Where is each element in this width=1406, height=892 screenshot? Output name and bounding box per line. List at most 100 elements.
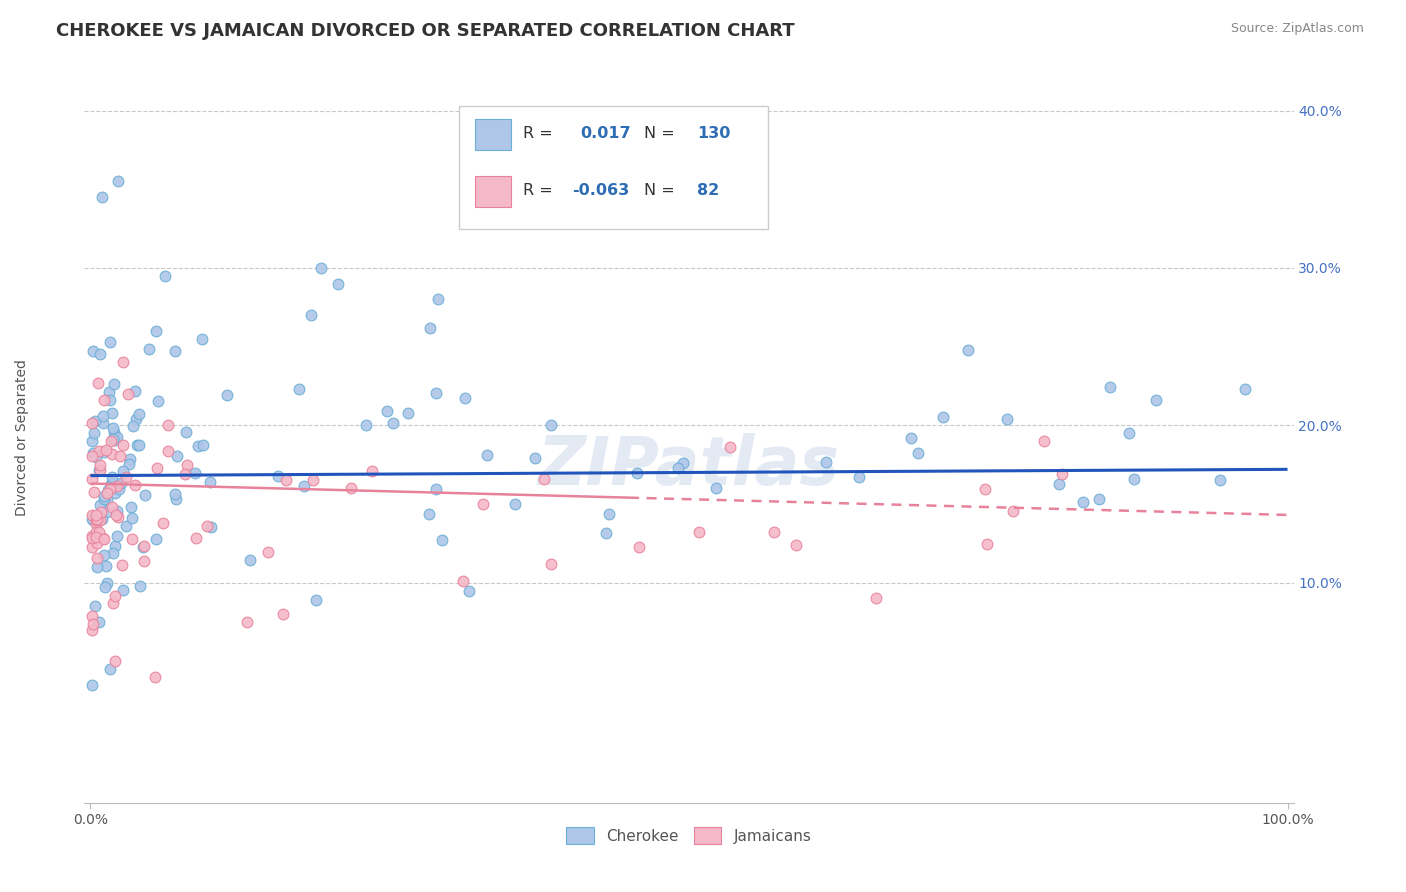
Point — [340, 481, 363, 495]
Point — [87, 444, 110, 458]
Point — [785, 538, 807, 552]
Point — [89, 347, 111, 361]
Point — [82, 514, 104, 528]
Point — [598, 507, 620, 521]
Point — [93, 392, 115, 407]
Point — [96, 492, 118, 507]
Point — [129, 579, 152, 593]
Point — [108, 450, 131, 464]
Point — [503, 497, 526, 511]
Point — [128, 408, 150, 422]
Point — [98, 392, 121, 407]
Point — [91, 416, 114, 430]
Point — [191, 332, 214, 346]
Point — [93, 445, 115, 459]
Legend: Cherokee, Jamaicans: Cherokee, Jamaicans — [560, 822, 818, 850]
Point — [101, 476, 124, 491]
Point — [93, 489, 115, 503]
Point — [477, 448, 499, 462]
Text: N =: N = — [644, 183, 675, 198]
Point — [86, 536, 108, 550]
Point — [152, 516, 174, 530]
Point — [134, 539, 156, 553]
Point — [107, 174, 129, 188]
Point — [627, 541, 650, 555]
Point — [94, 559, 117, 574]
Point — [80, 532, 103, 546]
Point — [533, 472, 555, 486]
Point — [718, 440, 741, 454]
Point — [1033, 434, 1056, 449]
Point — [86, 560, 108, 574]
Point — [83, 426, 105, 441]
Point — [132, 540, 155, 554]
Point — [120, 451, 142, 466]
Point — [84, 513, 107, 527]
Point — [267, 469, 290, 483]
Point — [145, 532, 167, 546]
Point — [166, 449, 188, 463]
Point — [176, 425, 198, 440]
Point — [80, 434, 103, 448]
Point — [84, 599, 107, 614]
Point — [103, 425, 125, 439]
Point — [104, 539, 127, 553]
Point — [107, 509, 129, 524]
Point — [94, 580, 117, 594]
FancyBboxPatch shape — [475, 119, 512, 150]
Point — [93, 532, 115, 546]
Point — [166, 491, 188, 506]
Point — [118, 457, 141, 471]
Point — [451, 574, 474, 588]
Point — [974, 482, 997, 496]
Point — [425, 482, 447, 496]
Point — [86, 525, 108, 540]
Point — [198, 475, 221, 489]
Point — [86, 512, 108, 526]
Point — [101, 432, 124, 446]
Point — [80, 416, 103, 430]
Point — [1001, 503, 1024, 517]
Point — [418, 507, 440, 521]
Point — [361, 464, 384, 478]
Point — [86, 550, 108, 565]
Point — [101, 406, 124, 420]
Point — [128, 438, 150, 452]
Point — [956, 343, 979, 357]
Point — [143, 670, 166, 684]
Point — [523, 451, 546, 466]
Point — [146, 394, 169, 409]
Point — [105, 503, 128, 517]
Point — [84, 450, 107, 464]
Point — [87, 615, 110, 629]
Point — [595, 526, 617, 541]
Point — [848, 470, 870, 484]
Point — [183, 467, 205, 481]
Point — [134, 554, 156, 568]
Point — [292, 478, 315, 492]
Point — [354, 418, 377, 433]
Point — [217, 388, 239, 402]
Point — [381, 416, 404, 430]
Text: ZIPatlas: ZIPatlas — [538, 434, 839, 500]
Point — [80, 609, 103, 624]
Point — [1071, 495, 1094, 509]
Point — [688, 524, 710, 539]
Point — [93, 548, 115, 562]
Point — [419, 321, 441, 335]
Point — [134, 488, 156, 502]
Point — [276, 473, 298, 487]
Point — [80, 472, 103, 486]
Point — [82, 445, 104, 459]
Point — [90, 190, 112, 204]
Point — [191, 438, 214, 452]
Point — [93, 531, 115, 545]
Point — [176, 458, 198, 472]
Point — [1050, 467, 1073, 481]
Point — [540, 557, 562, 571]
Point — [174, 467, 197, 481]
Point — [138, 342, 160, 356]
Point — [101, 500, 124, 515]
Point — [82, 616, 104, 631]
Text: N =: N = — [644, 126, 675, 141]
